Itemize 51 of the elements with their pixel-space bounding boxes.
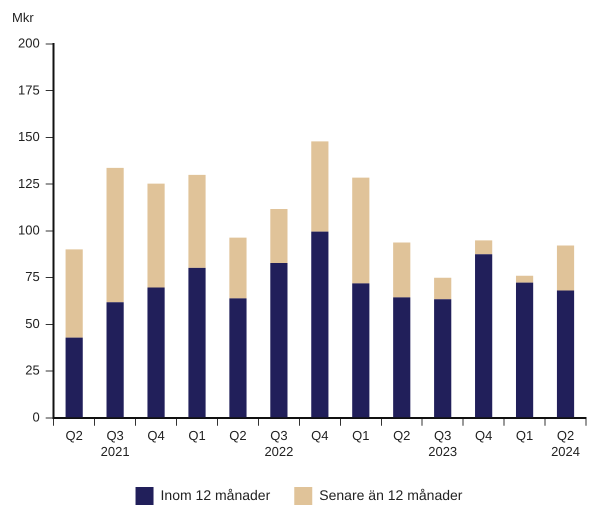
- x-tick-label: Q2 2024: [551, 428, 580, 459]
- legend-label: Senare än 12 månader: [319, 486, 463, 503]
- bar: [66, 249, 83, 338]
- x-tick-label: Q4: [474, 428, 492, 444]
- bar: [66, 338, 83, 418]
- x-tick-label: Q2: [393, 428, 410, 444]
- x-tick-label: Q4: [311, 428, 329, 444]
- x-tick-label: Q4: [147, 428, 165, 444]
- bar: [556, 245, 574, 291]
- bar: [434, 299, 452, 418]
- bar: [147, 184, 165, 288]
- bar: [106, 302, 124, 418]
- bar: [393, 297, 410, 418]
- bar: [188, 268, 206, 418]
- bar: [311, 232, 328, 418]
- bar: [147, 288, 165, 418]
- y-tick-label: 100: [18, 222, 40, 238]
- y-tick-label: 50: [25, 316, 40, 331]
- x-tick-label: Q3 2021: [100, 428, 130, 459]
- bar: [475, 254, 492, 418]
- y-tick-label: 75: [25, 269, 40, 284]
- bar: [311, 141, 328, 232]
- y-tick-label: 125: [18, 176, 40, 191]
- bar: [393, 242, 410, 298]
- bar: [434, 278, 452, 300]
- bar: [270, 263, 288, 418]
- x-tick-label: Q3 2022: [264, 428, 294, 459]
- x-tick-label: Q1: [516, 428, 534, 444]
- bar: [106, 168, 124, 302]
- bar: [229, 298, 247, 418]
- bar: [270, 209, 288, 264]
- x-tick-label: Q2: [65, 428, 83, 444]
- x-tick-label: Q1: [352, 428, 370, 444]
- x-tick-label: Q2: [229, 428, 247, 444]
- bar: [229, 238, 247, 298]
- bar: [188, 174, 206, 268]
- x-tick-label: Q1: [188, 428, 206, 444]
- x-tick-label: Q3 2023: [428, 428, 458, 459]
- legend-label: Inom 12 månader: [160, 486, 271, 503]
- y-tick-label: 200: [18, 36, 40, 51]
- y-tick-label: 175: [18, 82, 40, 98]
- bar: [516, 282, 534, 418]
- bar: [475, 240, 492, 254]
- y-tick-label: 0: [32, 409, 40, 424]
- bar: [352, 178, 370, 284]
- bar: [352, 283, 370, 418]
- bar: [556, 290, 574, 418]
- bar: [516, 276, 534, 283]
- y-tick-label: 150: [18, 129, 40, 144]
- y-axis-title: Mkr: [12, 10, 34, 26]
- y-tick-label: 25: [25, 362, 40, 378]
